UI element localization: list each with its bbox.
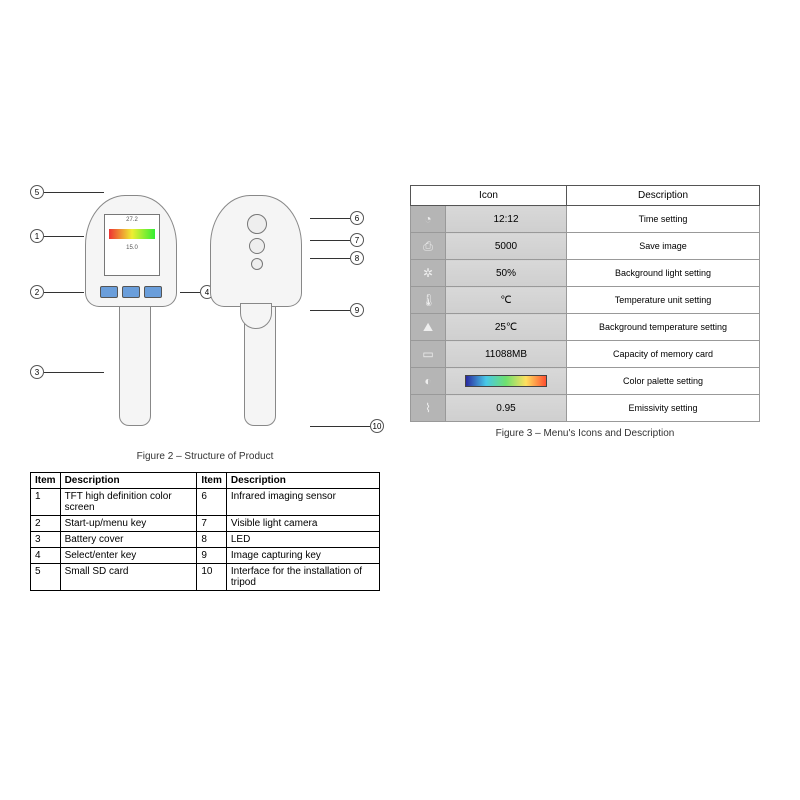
table-row: 3Battery cover8LED	[31, 532, 380, 548]
icon-value	[446, 368, 567, 395]
color-palette-bar	[465, 375, 547, 387]
icon-value: 12:12	[446, 206, 567, 233]
parts-table: ItemDescriptionItemDescription 1TFT high…	[30, 472, 380, 591]
callout-2: 2	[30, 285, 84, 299]
table-row: ✲50%Background light setting	[411, 260, 760, 287]
save-icon: ⎙	[411, 233, 446, 260]
table-row: ◔12:12Time setting	[411, 206, 760, 233]
table-row: 5Small SD card10Interface for the instal…	[31, 564, 380, 591]
table-row: 🌡℃Temperature unit setting	[411, 287, 760, 314]
icon-value: 0.95	[446, 395, 567, 422]
icon-description: Temperature unit setting	[567, 287, 760, 314]
icon-value: 5000	[446, 233, 567, 260]
table-row: ⛰25℃Background temperature setting	[411, 314, 760, 341]
icon-description: Time setting	[567, 206, 760, 233]
figure2-caption: Figure 2 – Structure of Product	[30, 451, 380, 462]
col-icon: Icon	[411, 186, 567, 206]
brightness-icon: ✲	[411, 260, 446, 287]
icon-description: Emissivity setting	[567, 395, 760, 422]
memory-icon: ▭	[411, 341, 446, 368]
table-row: ◐ Color palette setting	[411, 368, 760, 395]
device-button	[144, 286, 162, 298]
tempunit-icon: 🌡	[411, 287, 446, 314]
emissivity-icon: ⌇	[411, 395, 446, 422]
callout-1: 1	[30, 229, 84, 243]
parts-header: Description	[60, 473, 197, 489]
ir-sensor-icon	[247, 214, 267, 234]
callout-10: 10	[310, 419, 384, 433]
device-button	[100, 286, 118, 298]
table-row: 4Select/enter key9Image capturing key	[31, 548, 380, 564]
table-row: ⎙5000Save image	[411, 233, 760, 260]
product-structure-figure: 5123 27.2 15.0	[30, 185, 380, 445]
callout-9: 9	[310, 303, 364, 317]
parts-header: Item	[31, 473, 61, 489]
menu-icons-table: Icon Description ◔12:12Time setting⎙5000…	[410, 185, 760, 422]
icon-description: Capacity of memory card	[567, 341, 760, 368]
callout-6: 6	[310, 211, 364, 225]
icon-description: Save image	[567, 233, 760, 260]
icon-description: Background light setting	[567, 260, 760, 287]
device-button	[122, 286, 140, 298]
figure3-caption: Figure 3 – Menu's Icons and Description	[410, 428, 760, 439]
table-row: ▭11088MBCapacity of memory card	[411, 341, 760, 368]
parts-header: Description	[226, 473, 379, 489]
icon-value: 50%	[446, 260, 567, 287]
icon-value: 25℃	[446, 314, 567, 341]
palette-icon: ◐	[411, 368, 446, 395]
icon-value: 11088MB	[446, 341, 567, 368]
bgtemp-icon: ⛰	[411, 314, 446, 341]
table-row: ⌇0.95Emissivity setting	[411, 395, 760, 422]
clock-icon: ◔	[411, 206, 446, 233]
camera-icon	[249, 238, 265, 254]
table-row: 1TFT high definition color screen6Infrar…	[31, 489, 380, 516]
icon-description: Color palette setting	[567, 368, 760, 395]
icon-description: Background temperature setting	[567, 314, 760, 341]
col-description: Description	[567, 186, 760, 206]
table-row: 2Start-up/menu key7Visible light camera	[31, 516, 380, 532]
parts-header: Item	[197, 473, 227, 489]
device-back-view	[210, 195, 310, 426]
led-icon	[251, 258, 263, 270]
callout-7: 7	[310, 233, 364, 247]
device-screen: 27.2 15.0	[104, 214, 160, 276]
device-front-view: 27.2 15.0	[85, 195, 185, 426]
callout-8: 8	[310, 251, 364, 265]
icon-value: ℃	[446, 287, 567, 314]
callout-4: 4	[180, 285, 214, 299]
